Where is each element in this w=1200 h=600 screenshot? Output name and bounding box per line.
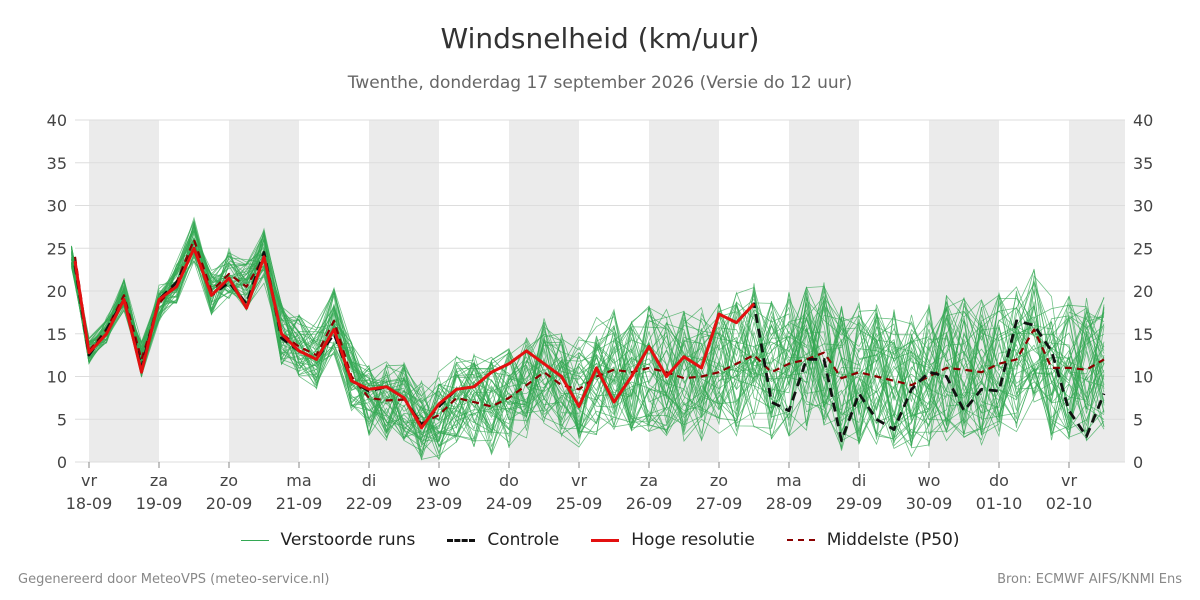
x-tick-day: za	[640, 471, 658, 490]
x-tick-date: 30-09	[906, 494, 953, 513]
x-tick-date: 26-09	[626, 494, 673, 513]
x-tick-date: 19-09	[136, 494, 183, 513]
x-tick-day: vr	[571, 471, 587, 490]
legend-swatch-median	[786, 539, 815, 541]
x-tick-day: di	[362, 471, 377, 490]
footer-source-credit: Bron: ECMWF AIFS/KNMI Ens	[997, 572, 1182, 587]
main-series	[73, 238, 1106, 443]
footer-generator-credit: Gegenereerd door MeteoVPS (meteo-service…	[18, 572, 330, 587]
legend-item-median[interactable]: Middelste (P50)	[786, 530, 960, 550]
high-res-line	[73, 246, 756, 430]
x-tick-day: wo	[918, 471, 941, 490]
chart-subtitle: Twenthe, donderdag 17 september 2026 (Ve…	[347, 73, 853, 93]
x-tick-date: 25-09	[556, 494, 603, 513]
legend-swatch-control	[447, 538, 476, 542]
legend-label-ensemble: Verstoorde runs	[280, 530, 416, 550]
x-tick-date: 27-09	[696, 494, 743, 513]
x-tick-date: 20-09	[206, 494, 253, 513]
x-tick-day: zo	[220, 471, 238, 490]
y-tick-label-left: 20	[47, 282, 67, 301]
x-tick-day: do	[989, 471, 1009, 490]
ensemble-run-line	[71, 248, 1105, 449]
legend-item-ensemble[interactable]: Verstoorde runs	[240, 530, 416, 550]
legend-label-median: Middelste (P50)	[826, 530, 960, 550]
legend-swatch-ensemble	[240, 539, 269, 541]
x-tick-date: 23-09	[416, 494, 463, 513]
chart-title: Windsnelheid (km/uur)	[440, 22, 760, 55]
ensemble-run-line	[71, 229, 1105, 440]
y-tick-label-right: 20	[1133, 282, 1153, 301]
x-tick-day: do	[499, 471, 519, 490]
x-tick-date: 22-09	[346, 494, 393, 513]
y-tick-label-right: 30	[1133, 197, 1153, 216]
legend-item-control[interactable]: Controle	[447, 530, 559, 550]
ensemble-run-line	[71, 251, 1105, 441]
ensemble-run-line	[71, 221, 1105, 444]
x-tick-day: za	[150, 471, 168, 490]
y-tick-label-left: 35	[47, 154, 67, 173]
x-tick-day: wo	[428, 471, 451, 490]
axis-labels: 0 0 5 5 10 10 15 15 20 20 25 25 30 30 35 35 40 40 vr 18-09 z…	[47, 111, 1154, 513]
median-line	[73, 238, 1105, 425]
y-tick-label-right: 40	[1133, 111, 1153, 130]
legend-swatch-high-res	[591, 538, 620, 542]
y-tick-label-right: 35	[1133, 154, 1153, 173]
x-tick-date: 01-10	[976, 494, 1023, 513]
ensemble-run-line	[71, 233, 1105, 442]
x-tick-date: 29-09	[836, 494, 883, 513]
x-tick-date: 21-09	[276, 494, 323, 513]
y-tick-label-right: 5	[1133, 410, 1143, 429]
y-tick-label-left: 15	[47, 325, 67, 344]
x-tick-date: 02-10	[1046, 494, 1093, 513]
x-tick-day: vr	[1061, 471, 1077, 490]
ensemble-run-line	[71, 252, 1105, 441]
x-tick-day: ma	[776, 471, 801, 490]
ensemble-run-line	[71, 248, 1105, 452]
y-tick-label-right: 25	[1133, 239, 1153, 258]
x-tick-date: 18-09	[66, 494, 113, 513]
legend-label-control: Controle	[487, 530, 560, 550]
x-tick-date: 28-09	[766, 494, 813, 513]
y-tick-label-right: 0	[1133, 453, 1143, 472]
x-tick-day: di	[852, 471, 867, 490]
x-tick-day: vr	[81, 471, 97, 490]
y-tick-label-left: 30	[47, 197, 67, 216]
y-tick-label-left: 25	[47, 239, 67, 258]
legend-item-high-res[interactable]: Hoge resolutie	[591, 530, 755, 550]
x-tick-date: 24-09	[486, 494, 533, 513]
y-tick-label-left: 5	[57, 410, 67, 429]
y-tick-label-right: 15	[1133, 325, 1153, 344]
y-tick-label-right: 10	[1133, 368, 1153, 387]
y-tick-label-left: 10	[47, 368, 67, 387]
chart-legend: Verstoorde runs Controle Hoge resolutie …	[0, 530, 1200, 550]
legend-label-high-res: Hoge resolutie	[631, 530, 755, 550]
y-tick-label-left: 40	[47, 111, 67, 130]
x-tick-day: ma	[286, 471, 311, 490]
y-tick-label-left: 0	[57, 453, 67, 472]
x-tick-day: zo	[710, 471, 728, 490]
